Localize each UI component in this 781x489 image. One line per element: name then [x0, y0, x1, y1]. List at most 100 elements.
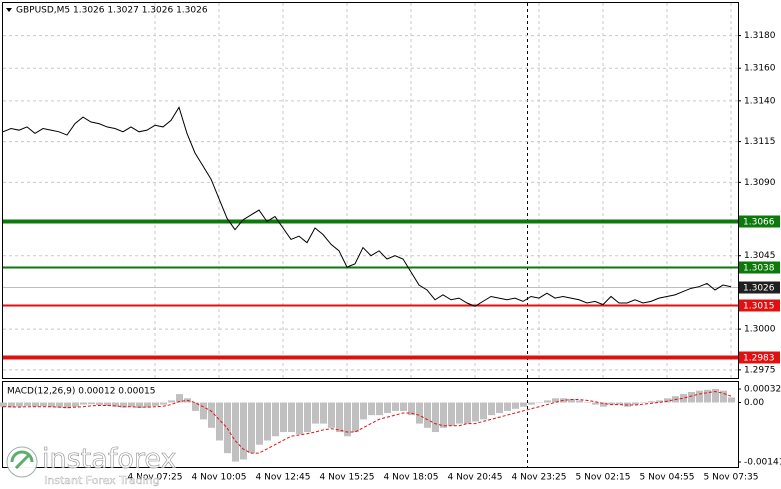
- x-tick-label: 4 Nov 12:45: [256, 473, 311, 483]
- macd-bar: [592, 402, 599, 405]
- macd-bar: [208, 402, 215, 428]
- macd-bar: [312, 402, 319, 424]
- macd-bar: [152, 402, 159, 406]
- macd-bar: [648, 401, 655, 403]
- macd-bar: [288, 402, 295, 433]
- macd-bar: [464, 402, 471, 424]
- macd-bar: [616, 402, 623, 405]
- macd-bar: [0, 402, 7, 407]
- macd-bar: [392, 402, 399, 411]
- macd-bar: [720, 390, 727, 403]
- macd-bar: [344, 402, 351, 437]
- watermark: instaforex Instant Forex Trading: [6, 443, 177, 487]
- x-tick-label: 4 Nov 15:25: [320, 473, 375, 483]
- macd-bar: [712, 389, 719, 403]
- macd-bar: [656, 400, 663, 403]
- macd-bar: [8, 402, 15, 408]
- macd-bar: [480, 402, 487, 420]
- level-label: 1.2983: [743, 354, 775, 364]
- y-tick-label: 1.3115: [744, 137, 776, 147]
- macd-bar: [544, 400, 551, 403]
- tagline: Instant Forex Trading: [44, 474, 160, 487]
- macd-bar: [576, 400, 583, 403]
- macd-bar: [168, 400, 175, 403]
- signal-line: [3, 391, 732, 454]
- macd-bar: [456, 402, 463, 424]
- y-tick-label: 1.3045: [744, 251, 776, 261]
- macd-bar: [160, 402, 167, 405]
- macd-bar: [48, 402, 55, 408]
- x-tick-label: 4 Nov 20:45: [448, 473, 503, 483]
- macd-bar: [584, 402, 591, 404]
- y-tick-label: 0.00: [744, 398, 764, 408]
- macd-bar: [64, 402, 71, 409]
- macd-bar: [176, 394, 183, 403]
- level-label-box: [739, 351, 780, 364]
- level-label: 1.3066: [743, 218, 775, 228]
- macd-bar: [488, 402, 495, 416]
- macd-bar: [408, 402, 415, 416]
- macd-bar: [80, 402, 87, 405]
- macd-panel: [2, 381, 739, 468]
- macd-bar: [352, 402, 359, 433]
- macd-bar: [248, 402, 255, 454]
- macd-bar: [296, 402, 303, 435]
- macd-bar: [688, 391, 695, 403]
- macd-bar: [432, 402, 439, 433]
- macd-bar: [424, 402, 431, 428]
- macd-bar: [448, 402, 455, 426]
- level-label: 1.3026: [743, 284, 775, 294]
- macd-bar: [496, 402, 503, 414]
- macd-bar: [384, 402, 391, 414]
- macd-bar: [40, 402, 47, 407]
- x-tick-label: 4 Nov 23:25: [512, 473, 567, 483]
- macd-bar: [224, 402, 231, 454]
- macd-bar: [320, 402, 327, 424]
- logo-mark: [10, 450, 34, 470]
- macd-bar: [16, 402, 23, 407]
- macd-bar: [192, 402, 199, 411]
- y-tick-label: 1.3000: [744, 325, 776, 335]
- y-tick-label: 0.00032: [744, 385, 781, 395]
- level-label-box: [739, 299, 780, 312]
- macd-bar: [32, 402, 39, 407]
- macd-bar: [696, 390, 703, 403]
- level-label: 1.3038: [743, 264, 775, 274]
- macd-bar: [336, 402, 343, 433]
- macd-bar: [136, 402, 143, 408]
- macd-bar: [96, 402, 103, 406]
- macd-bar: [56, 402, 63, 408]
- macd-bar: [512, 402, 519, 409]
- y-tick-label: 1.3160: [744, 64, 776, 74]
- macd-bar: [104, 402, 111, 406]
- macd-bar: [72, 402, 79, 407]
- macd-bar: [520, 402, 527, 407]
- menu-arrow: [6, 8, 12, 12]
- macd-bar: [368, 402, 375, 416]
- macd-title: MACD(12,26,9) 0.00012 0.00015: [7, 387, 156, 397]
- macd-bar: [472, 402, 479, 422]
- macd-bar: [640, 402, 647, 404]
- level-label-box: [739, 261, 780, 274]
- macd-bar: [440, 402, 447, 428]
- macd-bar: [600, 402, 607, 407]
- y-tick-label: -0.00141: [744, 458, 781, 468]
- macd-bar: [216, 402, 223, 441]
- macd-bar: [504, 402, 511, 411]
- macd-bar: [416, 402, 423, 424]
- macd-bar: [608, 402, 615, 405]
- x-tick-label: 4 Nov 07:25: [128, 473, 183, 483]
- macd-bar: [568, 399, 575, 403]
- x-tick-label: 4 Nov 18:05: [384, 473, 439, 483]
- macd-bar: [24, 402, 31, 406]
- x-tick-label: 5 Nov 04:55: [640, 473, 695, 483]
- macd-bar: [272, 402, 279, 437]
- y-tick-label: 1.2975: [744, 365, 776, 375]
- macd-bar: [200, 402, 207, 420]
- plot-layer: 1.3180 1.3160 1.3140 1.3115 1.3090 1.3045 1.30…: [0, 3, 781, 483]
- chart-title: GBPUSD,M5 1.3026 1.3027 1.3026 1.3026: [16, 6, 208, 16]
- macd-bar: [144, 402, 151, 408]
- macd-bar: [376, 402, 383, 416]
